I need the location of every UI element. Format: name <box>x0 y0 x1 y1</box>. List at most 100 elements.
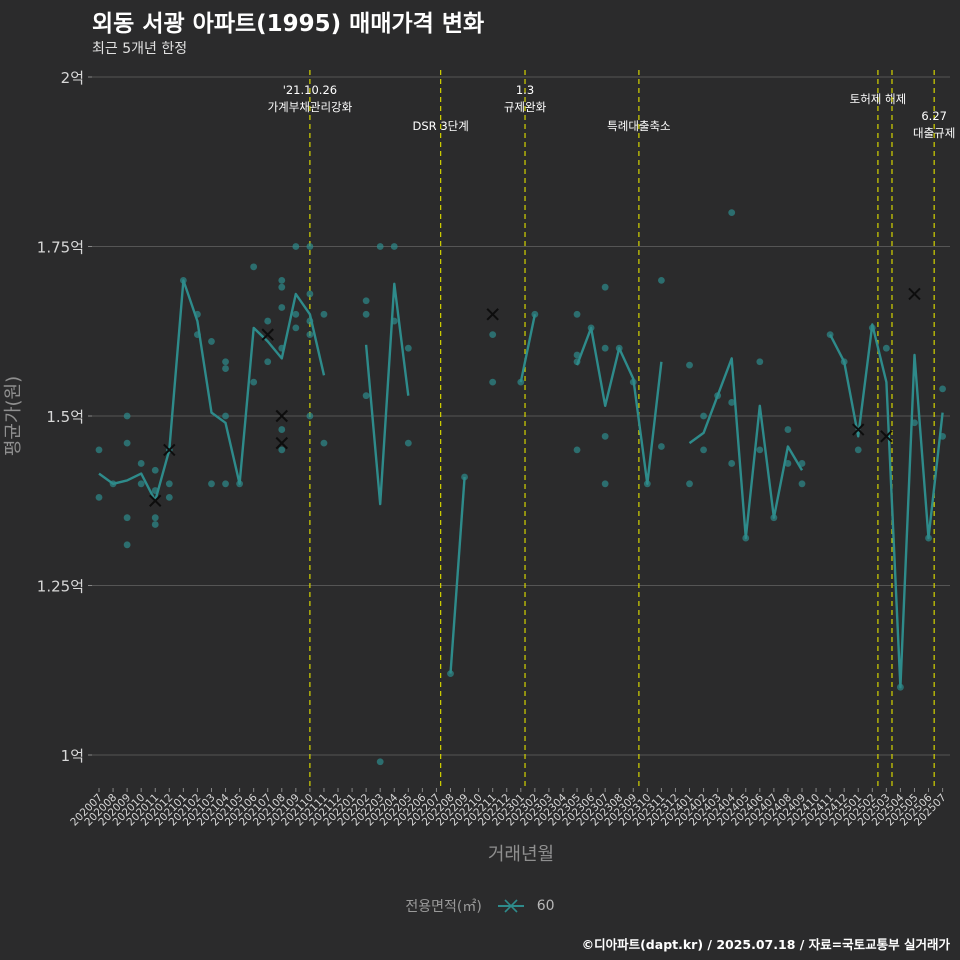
data-point <box>123 439 131 447</box>
data-point <box>278 446 286 454</box>
data-point <box>306 331 314 339</box>
data-point <box>123 412 131 420</box>
source-caption: ©디아파트(dapt.kr) / 2025.07.18 / 자료=국토교통부 실… <box>581 937 950 952</box>
data-point <box>95 493 103 501</box>
cross-marker <box>275 409 288 423</box>
data-point <box>320 310 328 318</box>
policy-annotation: 1.3 <box>516 83 534 97</box>
y-axis-label: 평균가(원) <box>3 376 24 456</box>
cross-stroke <box>852 423 865 436</box>
policy-annotation: '21.10.26 <box>283 83 337 97</box>
data-point <box>573 351 581 359</box>
cross-stroke <box>261 328 274 341</box>
cross-marker <box>261 328 274 341</box>
data-point <box>517 378 525 386</box>
policy-annotation: 6.27 <box>921 109 947 123</box>
policy-annotation: 토허제 해제 <box>850 92 907 106</box>
series-line-segment <box>575 326 663 485</box>
data-point <box>362 297 370 305</box>
policy-annotation: DSR 3단계 <box>413 119 469 133</box>
x-axis-label: 거래년월 <box>488 844 554 865</box>
cross-marker <box>880 430 893 443</box>
data-point <box>250 263 258 271</box>
data-point <box>658 277 665 284</box>
legend-title: 전용면적(㎡) <box>405 899 482 915</box>
cross-marker <box>163 443 176 457</box>
data-point <box>208 480 215 488</box>
data-point <box>798 480 806 488</box>
y-tick-label: 1.5억 <box>46 408 84 426</box>
policy-annotation: 대출규제 <box>913 126 955 140</box>
data-point <box>882 344 890 352</box>
cross-marker <box>852 423 865 436</box>
data-point <box>278 277 286 284</box>
data-point <box>292 310 300 318</box>
data-points <box>95 209 946 766</box>
y-tick-label: 1.75억 <box>37 239 84 257</box>
policy-annotation: 특례대출축소 <box>607 119 670 133</box>
data-point <box>601 344 609 352</box>
data-point <box>278 283 286 291</box>
data-point <box>728 209 736 217</box>
data-point <box>404 439 412 447</box>
data-point <box>278 426 286 433</box>
data-point <box>137 480 145 488</box>
series-line-segment <box>364 282 410 506</box>
data-point <box>390 243 398 250</box>
data-point <box>404 344 412 352</box>
policy-annotation: 가계부채관리강화 <box>268 100 353 114</box>
chart-title: 외동 서광 아파트(1995) 매매가격 변화 <box>92 11 485 37</box>
data-point <box>376 243 384 250</box>
data-point <box>573 446 581 454</box>
data-point <box>601 432 609 440</box>
cross-stroke <box>149 494 162 507</box>
data-point <box>601 283 609 291</box>
cross-stroke <box>275 436 288 450</box>
data-point <box>784 426 792 433</box>
data-point <box>123 541 131 549</box>
data-point <box>686 480 693 488</box>
data-point <box>222 412 229 420</box>
data-point <box>447 670 454 678</box>
data-point <box>939 385 946 393</box>
data-point <box>489 331 497 339</box>
data-point <box>489 378 497 386</box>
cross-marker <box>908 287 921 301</box>
data-point <box>137 460 145 467</box>
chart-subtitle: 최근 5개년 한정 <box>92 41 188 57</box>
legend-key-icon <box>498 899 525 913</box>
grid-lines <box>92 76 950 756</box>
data-point <box>292 324 300 332</box>
series-line-segment <box>449 476 466 674</box>
series-line-segment <box>519 314 537 383</box>
data-point <box>292 243 300 250</box>
data-point <box>573 310 581 318</box>
data-point <box>306 290 314 298</box>
data-point <box>700 446 707 454</box>
cross-markers <box>149 287 921 507</box>
data-point <box>151 466 159 474</box>
y-tick-label: 1.25억 <box>37 578 84 596</box>
data-point <box>95 446 103 454</box>
data-point <box>264 317 272 325</box>
cross-stroke <box>908 287 921 301</box>
data-point <box>756 446 764 454</box>
data-point <box>222 358 229 366</box>
cross-marker <box>486 308 499 321</box>
cross-stroke <box>486 308 499 321</box>
cross-marker <box>149 494 162 507</box>
data-point <box>320 439 328 447</box>
data-point <box>264 358 272 366</box>
series-lines <box>98 279 944 689</box>
data-point <box>601 480 609 488</box>
data-point <box>686 361 693 369</box>
cross-stroke <box>275 409 288 423</box>
cross-stroke <box>880 430 893 443</box>
y-axis: 1억 1.25억 1.5억 1.75억 2억 <box>37 69 92 765</box>
y-tick-label: 2억 <box>61 69 84 87</box>
series-line-segment <box>98 279 326 502</box>
series-line-segment <box>829 323 944 689</box>
data-point <box>208 338 215 345</box>
